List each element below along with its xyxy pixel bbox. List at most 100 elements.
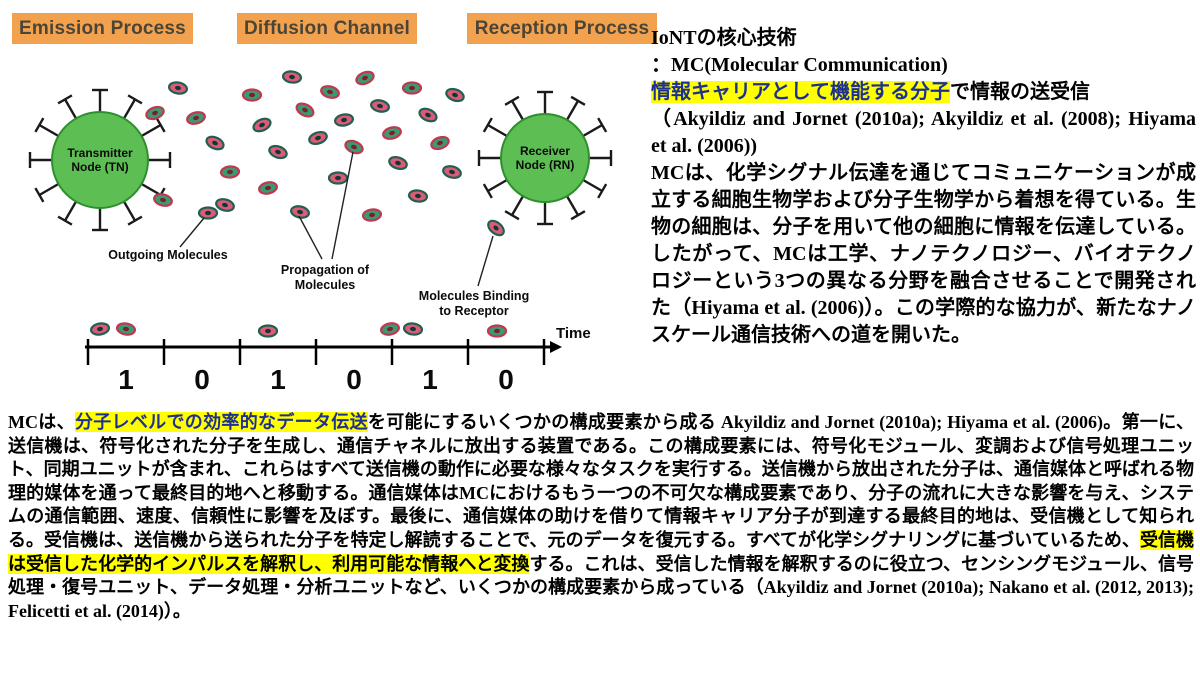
label-molecules-binding-to-receptor: to Receptor — [439, 304, 509, 318]
annotation-line — [331, 151, 354, 260]
figure-header-diffusion-channel: Diffusion Channel — [237, 13, 417, 44]
receptor-stem — [582, 123, 603, 138]
receptor-cap — [597, 117, 608, 133]
text-segment: で情報の送受信 — [950, 81, 1090, 103]
receptor-cap — [127, 215, 143, 226]
bit-label: 1 — [270, 364, 286, 395]
molecule-icon — [402, 322, 424, 336]
receptor-cap — [570, 210, 586, 221]
text-segment: IoNTの核心技術 — [651, 27, 797, 49]
molecule-icon — [361, 208, 383, 222]
receptor-stem — [487, 123, 508, 138]
receptor-cap — [482, 117, 493, 133]
receptor-stem — [565, 195, 580, 216]
receptor-stem — [63, 200, 78, 222]
receptor-stem — [487, 178, 508, 193]
molecule-icon — [430, 135, 450, 151]
text-segment: （Akyildiz and Jornet (2010a); Akyildiz e… — [651, 108, 1196, 157]
molecule-icon — [197, 206, 219, 220]
molecule-icon — [215, 198, 235, 212]
receptor-stem — [122, 200, 137, 222]
annotation-line — [477, 235, 494, 287]
receptor-cap — [34, 117, 45, 133]
molecule-icon — [487, 219, 505, 237]
molecule-icon — [486, 324, 508, 338]
molecule-icon — [327, 171, 349, 185]
molecule-icon — [153, 193, 173, 207]
highlighted-text: 情報キャリアとして機能する分子 — [651, 81, 950, 103]
receptor-stem — [510, 195, 525, 216]
receptor-cap — [57, 215, 73, 226]
annotation-line — [298, 215, 323, 260]
label-propagation-of-molecules: Molecules — [295, 278, 355, 292]
molecule-icon — [219, 165, 241, 179]
molecule-icon — [442, 165, 462, 179]
bit-label: 0 — [194, 364, 210, 395]
bottom-paragraph: MCは、分子レベルでの効率的なデータ伝送を可能にするいくつかの構成要素から成る … — [8, 411, 1195, 623]
receptor-stem — [38, 182, 60, 197]
molecule-icon — [382, 126, 402, 140]
text-segment: MCは、 — [8, 412, 75, 432]
receptor-cap — [34, 187, 45, 203]
molecule-icon — [320, 85, 340, 99]
receptor-cap — [570, 95, 586, 106]
molecule-icon — [89, 322, 111, 336]
receptor-cap — [155, 117, 166, 133]
bit-label: 1 — [422, 364, 438, 395]
receptor-stem — [510, 100, 525, 121]
right-notes-text: IoNTの核心技術 ：MC(Molecular Communication) 情報… — [651, 25, 1196, 349]
receptor-cap — [504, 210, 520, 221]
highlighted-text: 分子レベルでの効率的なデータ伝送 — [74, 412, 368, 432]
molecule-icon — [355, 70, 375, 86]
receiver-node-label: Receiver — [520, 144, 570, 158]
molecule-icon — [401, 81, 423, 95]
transmitter-node-body — [51, 111, 149, 209]
receptor-stem — [140, 123, 162, 138]
molecule-icon — [333, 113, 355, 127]
molecule-icon — [295, 102, 315, 118]
annotation-line — [179, 217, 205, 248]
molecule-icon — [281, 70, 303, 84]
molecule-icon — [418, 107, 438, 123]
molecule-icon — [258, 181, 278, 195]
molecule-icon — [205, 135, 225, 151]
receptor-stem — [122, 98, 137, 120]
molecule-icon — [407, 189, 429, 203]
bit-label: 1 — [118, 364, 134, 395]
molecule-icon — [241, 88, 263, 102]
bit-label: 0 — [498, 364, 514, 395]
receptor-stem — [565, 100, 580, 121]
molecule-icon — [445, 87, 465, 103]
molecule-icon — [308, 130, 328, 146]
molecule-icon — [167, 81, 189, 95]
text-segment: MCは、化学シグナル伝達を通じてコミュニケーションが成立する細胞生物学および分子… — [651, 162, 1196, 346]
receptor-stem — [582, 178, 603, 193]
molecule-icon — [145, 105, 165, 121]
molecule-icon — [252, 117, 272, 133]
molecule-icon — [370, 99, 390, 113]
molecule-icon — [115, 322, 137, 336]
receiver-node-label: Node (RN) — [516, 158, 575, 172]
figure-header-reception-process: Reception Process — [467, 13, 657, 44]
molecule-icon — [344, 139, 364, 155]
transmitter-node-label: Transmitter — [67, 146, 133, 160]
molecule-icon — [290, 205, 310, 219]
figure-header-emission-process: Emission Process — [12, 13, 193, 44]
receptor-cap — [504, 95, 520, 106]
bit-label: 0 — [346, 364, 362, 395]
molecule-icon — [186, 111, 206, 125]
receptor-cap — [482, 183, 493, 199]
receptor-cap — [57, 94, 73, 105]
receptor-cap — [597, 183, 608, 199]
time-axis-label: Time — [556, 325, 591, 342]
molecule-icon — [380, 322, 400, 336]
molecule-icon — [268, 144, 288, 160]
transmitter-node-label: Node (TN) — [71, 160, 128, 174]
label-molecules-binding-to-receptor: Molecules Binding — [419, 289, 529, 303]
text-segment: ：MC(Molecular Communication) — [651, 54, 948, 76]
receptor-stem — [140, 182, 162, 197]
